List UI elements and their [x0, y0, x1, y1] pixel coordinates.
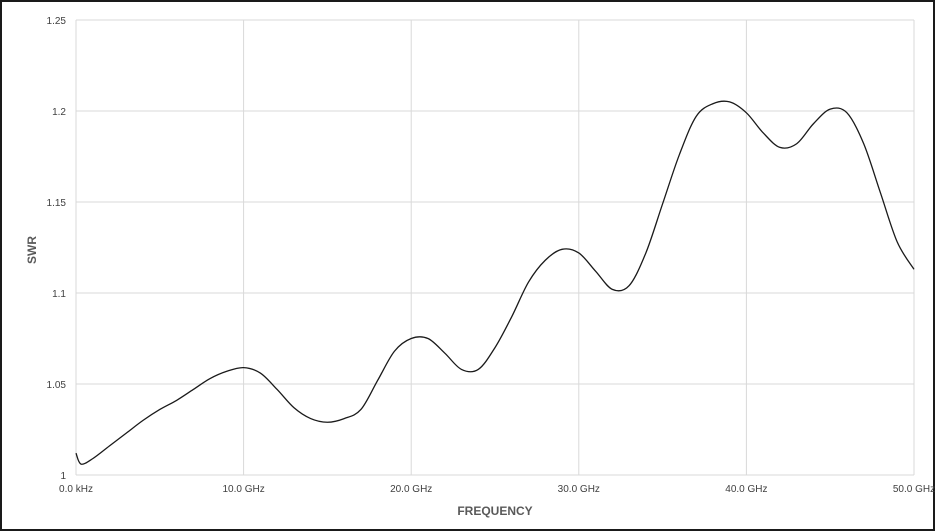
- x-tick-label: 30.0 GHz: [558, 484, 600, 495]
- y-axis-title: SWR: [25, 236, 39, 264]
- y-tick-label: 1.1: [52, 289, 66, 300]
- swr-series-line: [75, 100, 915, 465]
- x-tick-label: 20.0 GHz: [390, 484, 432, 495]
- x-tick-label: 40.0 GHz: [725, 484, 767, 495]
- y-tick-label: 1.05: [47, 380, 67, 391]
- y-tick-label: 1: [60, 471, 66, 482]
- x-tick-label: 50.0 GHz: [893, 484, 935, 495]
- x-tick-labels: 0.0 kHz 10.0 GHz 20.0 GHz 30.0 GHz 40.0 GHz 5…: [59, 484, 935, 495]
- y-tick-label: 1.25: [47, 16, 67, 27]
- y-tick-label: 1.2: [52, 107, 66, 118]
- series-layer: [75, 100, 915, 465]
- x-axis-title: FREQUENCY: [457, 504, 532, 518]
- y-tick-label: 1.15: [47, 198, 67, 209]
- x-tick-label: 0.0 kHz: [59, 484, 93, 495]
- gridlines: [75, 19, 915, 476]
- x-tick-label: 10.0 GHz: [222, 484, 264, 495]
- y-tick-labels: 1 1.05 1.1 1.15 1.2 1.25: [47, 16, 67, 482]
